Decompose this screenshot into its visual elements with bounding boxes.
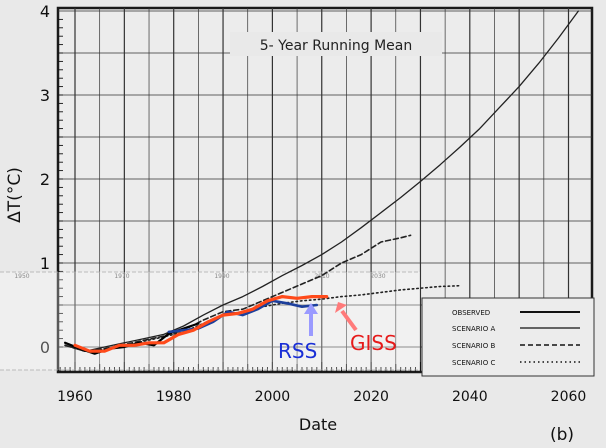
legend: OBSERVED SCENARIO A SCENARIO B SCENARIO … xyxy=(421,297,595,377)
title-box xyxy=(230,32,442,56)
series-line-giss xyxy=(73,295,329,353)
overlay-inset-tick-label: 2010 xyxy=(314,273,329,280)
rss-label: RSS xyxy=(278,339,317,363)
y-axis-label: ΔT(°C) xyxy=(5,167,25,223)
x-tick-label: 1960 xyxy=(57,389,93,405)
overlay-inset-tick-label: 1970 xyxy=(114,273,129,280)
giss-label: GISS xyxy=(350,331,397,355)
series-group xyxy=(63,10,580,355)
x-axis-label: Date xyxy=(299,415,337,434)
x-tick-label: 2020 xyxy=(353,389,389,405)
x-tick-label: 2040 xyxy=(452,389,488,405)
legend-label-observed: OBSERVED xyxy=(452,309,490,317)
y-tick-label: 1 xyxy=(40,254,50,273)
x-tick-label: 1980 xyxy=(156,389,192,405)
overlay-inset-tick-label: 1950 xyxy=(14,273,29,280)
series-line-scenario-a xyxy=(64,10,580,352)
y-tick-label: 2 xyxy=(40,170,50,189)
legend-label-scenario-b: SCENARIO B xyxy=(452,342,495,350)
legend-label-scenario-a: SCENARIO A xyxy=(452,325,495,333)
rss-annotation: RSS xyxy=(278,303,318,363)
giss-annotation: GISS xyxy=(335,302,397,355)
panel-label: (b) xyxy=(550,425,574,445)
y-tick-label: 3 xyxy=(40,86,50,105)
x-tick-label: 2060 xyxy=(551,389,587,405)
y-tick-label: 4 xyxy=(40,2,50,21)
chart-title: 5- Year Running Mean xyxy=(260,38,412,54)
rss-arrow-head xyxy=(304,303,318,314)
legend-box xyxy=(421,297,595,377)
giss-arrow-head xyxy=(335,302,347,313)
giss-arrow-shaft xyxy=(340,309,358,332)
overlay-inset-tick-label: 2030 xyxy=(370,273,385,280)
y-tick-label: 0 xyxy=(40,338,50,357)
x-tick-label: 2000 xyxy=(255,389,291,405)
overlay-inset-tick-label: 1990 xyxy=(214,273,229,280)
legend-label-scenario-c: SCENARIO C xyxy=(452,359,495,367)
